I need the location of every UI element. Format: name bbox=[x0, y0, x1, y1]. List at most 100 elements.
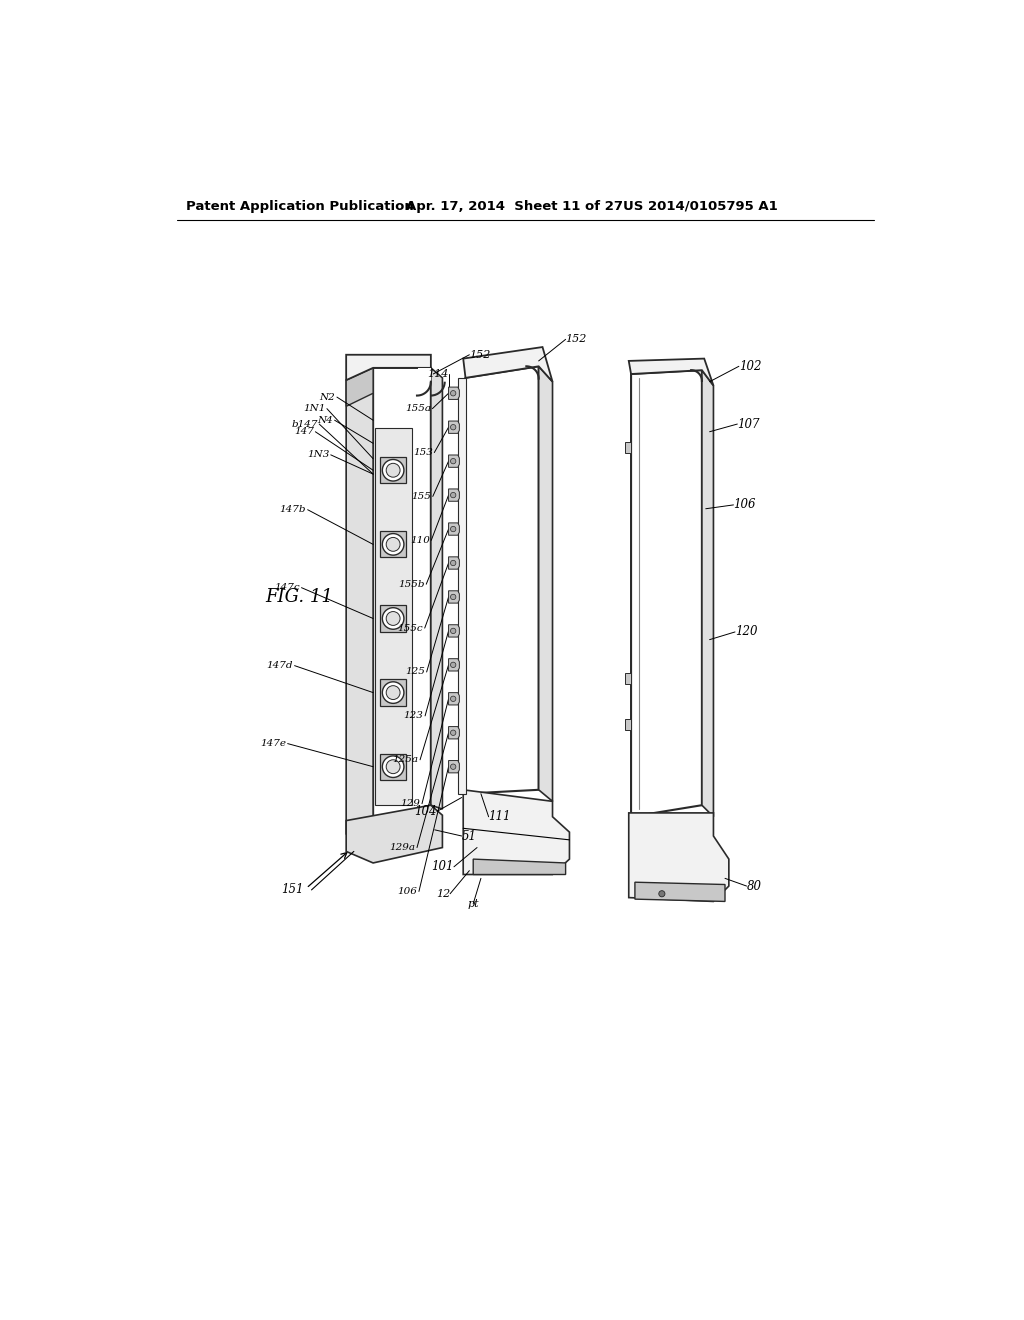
Circle shape bbox=[451, 663, 456, 668]
Polygon shape bbox=[346, 368, 373, 834]
Polygon shape bbox=[418, 368, 431, 381]
Circle shape bbox=[386, 463, 400, 477]
Polygon shape bbox=[449, 387, 460, 400]
Circle shape bbox=[658, 891, 665, 896]
Polygon shape bbox=[449, 488, 460, 502]
Polygon shape bbox=[449, 421, 460, 433]
Text: 111: 111 bbox=[488, 810, 511, 824]
Text: 106: 106 bbox=[397, 887, 418, 896]
Text: 125a: 125a bbox=[392, 755, 419, 764]
Polygon shape bbox=[449, 557, 460, 569]
Polygon shape bbox=[449, 659, 460, 671]
Polygon shape bbox=[449, 624, 460, 638]
Circle shape bbox=[382, 533, 403, 556]
Polygon shape bbox=[625, 719, 631, 730]
Polygon shape bbox=[380, 680, 407, 706]
Circle shape bbox=[382, 682, 403, 704]
Circle shape bbox=[451, 594, 456, 599]
Circle shape bbox=[386, 537, 400, 552]
Circle shape bbox=[451, 560, 456, 566]
Text: FIG. 11: FIG. 11 bbox=[265, 589, 333, 606]
Polygon shape bbox=[449, 523, 460, 535]
Text: b147: b147 bbox=[291, 420, 317, 429]
Polygon shape bbox=[463, 347, 553, 381]
Text: 1N3: 1N3 bbox=[307, 450, 330, 459]
Polygon shape bbox=[629, 359, 714, 385]
Circle shape bbox=[386, 685, 400, 700]
Circle shape bbox=[382, 756, 403, 777]
Text: N2: N2 bbox=[319, 392, 336, 401]
Polygon shape bbox=[449, 726, 460, 739]
Polygon shape bbox=[466, 367, 539, 793]
Text: US 2014/0105795 A1: US 2014/0105795 A1 bbox=[624, 199, 778, 213]
Text: 1N1: 1N1 bbox=[303, 404, 326, 413]
Circle shape bbox=[386, 760, 400, 774]
Polygon shape bbox=[380, 457, 407, 483]
Text: 152: 152 bbox=[469, 350, 490, 360]
Circle shape bbox=[451, 696, 456, 701]
Text: 147: 147 bbox=[294, 428, 313, 436]
Polygon shape bbox=[375, 428, 412, 805]
Text: 147e: 147e bbox=[260, 739, 286, 748]
Text: 147c: 147c bbox=[274, 583, 300, 593]
Text: 155c: 155c bbox=[397, 623, 423, 632]
Polygon shape bbox=[625, 442, 631, 453]
Polygon shape bbox=[539, 367, 553, 801]
Polygon shape bbox=[631, 370, 701, 817]
Text: Patent Application Publication: Patent Application Publication bbox=[186, 199, 414, 213]
Text: 114: 114 bbox=[427, 370, 449, 379]
Polygon shape bbox=[346, 368, 373, 407]
Polygon shape bbox=[463, 789, 569, 874]
Text: 104: 104 bbox=[415, 805, 437, 818]
Polygon shape bbox=[346, 805, 442, 863]
Polygon shape bbox=[373, 368, 431, 821]
Polygon shape bbox=[635, 882, 725, 902]
Text: 152: 152 bbox=[565, 334, 587, 345]
Circle shape bbox=[451, 391, 456, 396]
Circle shape bbox=[451, 628, 456, 634]
Polygon shape bbox=[346, 355, 431, 380]
Circle shape bbox=[386, 611, 400, 626]
Polygon shape bbox=[380, 531, 407, 557]
Polygon shape bbox=[473, 859, 565, 874]
Text: 120: 120 bbox=[735, 626, 758, 639]
Text: 147b: 147b bbox=[280, 506, 306, 515]
Text: 155: 155 bbox=[412, 492, 431, 500]
Text: 106: 106 bbox=[733, 499, 756, 511]
Text: 80: 80 bbox=[746, 879, 762, 892]
Text: 102: 102 bbox=[739, 360, 762, 372]
Polygon shape bbox=[431, 368, 442, 809]
Polygon shape bbox=[458, 378, 466, 793]
Text: pt: pt bbox=[467, 899, 479, 908]
Circle shape bbox=[451, 458, 456, 463]
Polygon shape bbox=[449, 760, 460, 774]
Text: 125: 125 bbox=[406, 668, 425, 676]
Text: 129: 129 bbox=[400, 799, 421, 808]
Text: 153: 153 bbox=[413, 447, 433, 457]
Circle shape bbox=[382, 607, 403, 630]
Polygon shape bbox=[449, 455, 460, 467]
Circle shape bbox=[382, 459, 403, 480]
Circle shape bbox=[451, 492, 456, 498]
Polygon shape bbox=[449, 591, 460, 603]
Polygon shape bbox=[380, 606, 407, 631]
Circle shape bbox=[451, 730, 456, 735]
Circle shape bbox=[451, 425, 456, 430]
Text: N4: N4 bbox=[317, 416, 333, 425]
Text: Apr. 17, 2014  Sheet 11 of 27: Apr. 17, 2014 Sheet 11 of 27 bbox=[407, 199, 624, 213]
Text: 129a: 129a bbox=[389, 843, 416, 851]
Text: 123: 123 bbox=[403, 711, 424, 721]
Polygon shape bbox=[629, 813, 729, 902]
Circle shape bbox=[451, 764, 456, 770]
Text: 155b: 155b bbox=[398, 579, 425, 589]
Polygon shape bbox=[380, 754, 407, 780]
Polygon shape bbox=[449, 693, 460, 705]
Polygon shape bbox=[625, 673, 631, 684]
Text: 12: 12 bbox=[436, 888, 451, 899]
Text: 151: 151 bbox=[282, 883, 304, 896]
Text: 155a: 155a bbox=[404, 404, 431, 413]
Text: 147d: 147d bbox=[266, 661, 293, 671]
Circle shape bbox=[451, 527, 456, 532]
Text: 101: 101 bbox=[431, 861, 454, 874]
Text: 107: 107 bbox=[737, 417, 760, 430]
